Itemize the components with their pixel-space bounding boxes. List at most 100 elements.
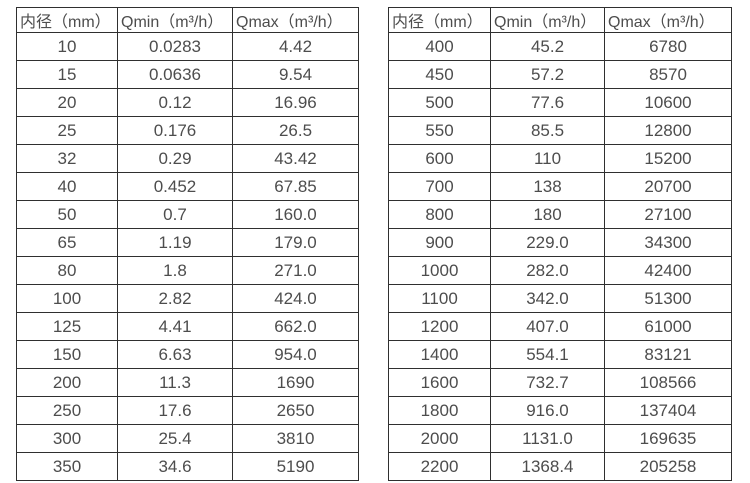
table-cell: 17.6: [117, 396, 233, 425]
table-cell: 700: [388, 172, 491, 201]
table-cell: 100: [16, 284, 118, 313]
table-cell: 42400: [604, 256, 732, 285]
table-cell: 0.0283: [117, 32, 233, 61]
table-cell: 25: [16, 116, 118, 145]
table-cell: 2650: [232, 396, 359, 425]
table-row: 1600 732.7 108566: [388, 368, 732, 397]
table-row: 100 2.82 424.0: [16, 284, 359, 313]
table-cell: 1800: [388, 396, 491, 425]
column-header: Qmin（m³/h）: [490, 7, 605, 33]
table-cell: 0.7: [117, 200, 233, 229]
table-row: 550 85.5 12800: [388, 116, 732, 145]
table-cell: 500: [388, 88, 491, 117]
table-cell: 407.0: [490, 312, 605, 341]
table-cell: 15200: [604, 144, 732, 173]
table-cell: 554.1: [490, 340, 605, 369]
table-cell: 15: [16, 60, 118, 89]
table-cell: 51300: [604, 284, 732, 313]
table-row: 2000 1131.0 169635: [388, 424, 732, 453]
table-cell: 20: [16, 88, 118, 117]
table-cell: 205258: [604, 452, 732, 481]
table-row: 1000 282.0 42400: [388, 256, 732, 285]
table-row: 32 0.29 43.42: [16, 144, 359, 173]
table-cell: 26.5: [232, 116, 359, 145]
table-cell: 85.5: [490, 116, 605, 145]
table-cell: 229.0: [490, 228, 605, 257]
diameter-flow-table-right: 内径（mm） Qmin（m³/h） Qmax（m³/h） 400 45.2 6780 450…: [388, 7, 732, 481]
table-cell: 0.0636: [117, 60, 233, 89]
table-cell: 138: [490, 172, 605, 201]
table-cell: 125: [16, 312, 118, 341]
table-cell: 732.7: [490, 368, 605, 397]
table-row: 250 17.6 2650: [16, 396, 359, 425]
table-row: 1400 554.1 83121: [388, 340, 732, 369]
diameter-flow-table-left: 内径（mm） Qmin（m³/h） Qmax（m³/h） 10 0.0283 4.42 15…: [16, 7, 359, 481]
table-cell: 550: [388, 116, 491, 145]
table-cell: 0.452: [117, 172, 233, 201]
table-cell: 50: [16, 200, 118, 229]
column-header: 内径（mm）: [16, 7, 118, 33]
table-cell: 1400: [388, 340, 491, 369]
table-cell: 916.0: [490, 396, 605, 425]
table-row: 350 34.6 5190: [16, 452, 359, 481]
table-cell: 40: [16, 172, 118, 201]
table-row: 800 180 27100: [388, 200, 732, 229]
table-cell: 1368.4: [490, 452, 605, 481]
table-row: 80 1.8 271.0: [16, 256, 359, 285]
table-cell: 57.2: [490, 60, 605, 89]
table-cell: 43.42: [232, 144, 359, 173]
table-cell: 271.0: [232, 256, 359, 285]
table-row: 1800 916.0 137404: [388, 396, 732, 425]
table-row: 400 45.2 6780: [388, 32, 732, 61]
table-cell: 9.54: [232, 60, 359, 89]
table-cell: 150: [16, 340, 118, 369]
header-row: 内径（mm） Qmin（m³/h） Qmax（m³/h）: [388, 7, 732, 33]
table-cell: 179.0: [232, 228, 359, 257]
table-row: 50 0.7 160.0: [16, 200, 359, 229]
table-cell: 34300: [604, 228, 732, 257]
table-cell: 83121: [604, 340, 732, 369]
table-row: 40 0.452 67.85: [16, 172, 359, 201]
table-cell: 2000: [388, 424, 491, 453]
table-cell: 45.2: [490, 32, 605, 61]
table-cell: 0.12: [117, 88, 233, 117]
table-row: 200 11.3 1690: [16, 368, 359, 397]
table-cell: 4.42: [232, 32, 359, 61]
table-cell: 10600: [604, 88, 732, 117]
table-cell: 77.6: [490, 88, 605, 117]
column-header: Qmax（m³/h）: [604, 7, 732, 33]
table-row: 900 229.0 34300: [388, 228, 732, 257]
table-cell: 27100: [604, 200, 732, 229]
table-cell: 20700: [604, 172, 732, 201]
table-row: 500 77.6 10600: [388, 88, 732, 117]
table-row: 700 138 20700: [388, 172, 732, 201]
table-cell: 3810: [232, 424, 359, 453]
table-cell: 250: [16, 396, 118, 425]
table-row: 65 1.19 179.0: [16, 228, 359, 257]
table-row: 1200 407.0 61000: [388, 312, 732, 341]
table-cell: 1600: [388, 368, 491, 397]
table-cell: 6780: [604, 32, 732, 61]
table-cell: 34.6: [117, 452, 233, 481]
table-row: 300 25.4 3810: [16, 424, 359, 453]
table-cell: 0.176: [117, 116, 233, 145]
table-cell: 65: [16, 228, 118, 257]
table-cell: 137404: [604, 396, 732, 425]
table-cell: 16.96: [232, 88, 359, 117]
table-cell: 200: [16, 368, 118, 397]
table-cell: 1.19: [117, 228, 233, 257]
table-row: 450 57.2 8570: [388, 60, 732, 89]
table-cell: 25.4: [117, 424, 233, 453]
table-cell: 110: [490, 144, 605, 173]
table-cell: 350: [16, 452, 118, 481]
table-cell: 4.41: [117, 312, 233, 341]
table-row: 10 0.0283 4.42: [16, 32, 359, 61]
table-row: 25 0.176 26.5: [16, 116, 359, 145]
table-cell: 1200: [388, 312, 491, 341]
table-cell: 300: [16, 424, 118, 453]
table-cell: 1690: [232, 368, 359, 397]
table-cell: 169635: [604, 424, 732, 453]
table-cell: 10: [16, 32, 118, 61]
table-cell: 342.0: [490, 284, 605, 313]
